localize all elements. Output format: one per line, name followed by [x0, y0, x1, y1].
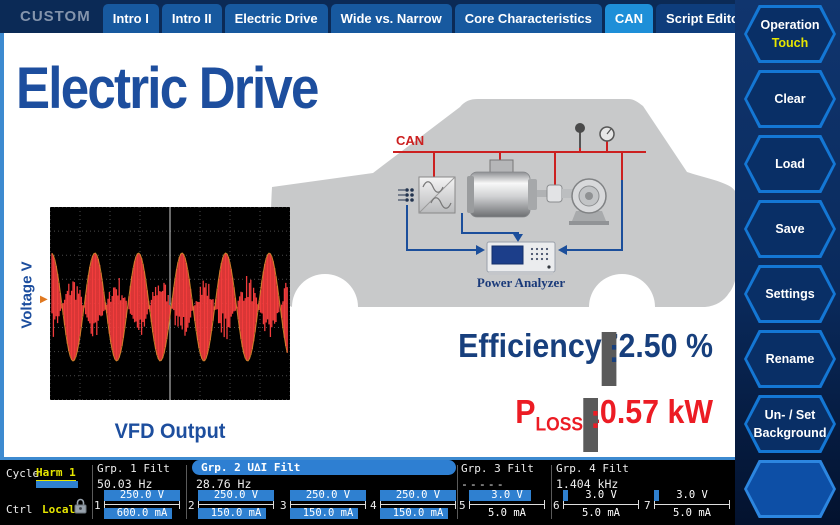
measurement-wires [406, 180, 623, 251]
main-content: Electric Drive CAN [0, 33, 735, 460]
blank-soft-key-button[interactable] [744, 460, 836, 518]
tab-can[interactable]: CAN [604, 4, 654, 33]
ctrl-mode-value[interactable]: Local [42, 503, 76, 516]
efficiency-readout: Efficiency:72.50 % [388, 327, 713, 386]
group-4-frequency: 1.404 kHz [556, 477, 619, 491]
load-button[interactable]: Load [744, 135, 836, 193]
can-bus-label: CAN [396, 133, 424, 148]
cycle-progress-bar [36, 481, 78, 488]
operation-touch-button[interactable]: Operation Touch [744, 5, 836, 63]
motor [467, 159, 537, 218]
divider [551, 465, 552, 519]
soft-key-sidebar: Operation Touch Clear Load Save Settings … [735, 0, 840, 525]
group-3-frequency: ----- [461, 477, 506, 491]
efficiency-value: 72.50 % [601, 327, 713, 364]
status-bar: Cycle Harm 1 Ctrl Local Grp. 1 Filt 50.0… [0, 460, 735, 525]
clear-button[interactable]: Clear [744, 70, 836, 128]
ploss-subscript: LOSS [535, 414, 584, 436]
group-3-header[interactable]: Grp. 3 Filt [461, 462, 534, 475]
cycle-mode-value[interactable]: Harm 1 [36, 466, 76, 481]
can-bus [393, 141, 646, 190]
ploss-value: 10.57 kW [583, 393, 713, 430]
power-analyzer-label: Power Analyzer [477, 275, 565, 290]
pwm-waveform [51, 253, 288, 361]
channel-6-range[interactable]: 6 3.0 V 5.0 mA [553, 489, 641, 521]
shaft-and-coupling [537, 184, 574, 203]
wire-arrowheads [476, 234, 567, 255]
ctrl-label: Ctrl [6, 503, 33, 516]
channel-2-range[interactable]: 2 250.0 V 150.0 mA [188, 489, 276, 521]
temperature-sensor-icon [575, 123, 585, 148]
lock-icon[interactable] [74, 498, 87, 514]
channel-3-range[interactable]: 3 250.0 V 150.0 mA [280, 489, 368, 521]
tab-bar: CUSTOM Intro I Intro II Electric Drive W… [0, 0, 755, 33]
tab-intro-1[interactable]: Intro I [102, 4, 159, 33]
load-machine [569, 178, 609, 225]
settings-button[interactable]: Settings [744, 265, 836, 323]
group-2-frequency: 28.76 Hz [196, 477, 252, 491]
channel-7-range[interactable]: 7 3.0 V 5.0 mA [644, 489, 732, 521]
scope-y-axis-label: Voltage V [18, 261, 36, 329]
efficiency-label: Efficiency [458, 327, 602, 364]
mode-label: CUSTOM [20, 8, 91, 25]
power-loss-readout: PLOSS:10.57 kW [388, 393, 713, 452]
inverter-box [398, 176, 456, 214]
ploss-label: P [515, 393, 536, 430]
page-title: Electric Drive [16, 56, 319, 121]
group-4-header[interactable]: Grp. 4 Filt [556, 462, 629, 475]
waveform-display [50, 207, 290, 400]
scope-caption: VFD Output [114, 420, 226, 443]
sine-envelope [51, 252, 288, 362]
divider [457, 465, 458, 519]
trigger-marker-icon: ▶ [40, 294, 48, 305]
tab-wide-vs-narrow[interactable]: Wide vs. Narrow [330, 4, 452, 33]
divider [186, 465, 187, 519]
tab-electric-drive[interactable]: Electric Drive [224, 4, 328, 33]
set-background-button[interactable]: Un- / Set Background [744, 395, 836, 453]
channel-1-range[interactable]: 1 250.0 V 600.0 mA [94, 489, 182, 521]
tab-core-characteristics[interactable]: Core Characteristics [454, 4, 602, 33]
save-button[interactable]: Save [744, 200, 836, 258]
group-1-header[interactable]: Grp. 1 Filt [97, 462, 170, 475]
cycle-label: Cycle [6, 467, 40, 480]
channel-4-range[interactable]: 4 250.0 V 150.0 mA [370, 489, 458, 521]
group-1-frequency: 50.03 Hz [97, 477, 153, 491]
channel-5-range[interactable]: 5 3.0 V 5.0 mA [459, 489, 547, 521]
divider [92, 465, 93, 519]
power-analyzer [486, 241, 556, 275]
rename-button[interactable]: Rename [744, 330, 836, 388]
gauge-icon [599, 126, 615, 142]
tab-intro-2[interactable]: Intro II [161, 4, 222, 33]
drivetrain-diagram: CAN [270, 99, 735, 307]
group-2-header[interactable]: Grp. 2 U∆I Filt [192, 460, 456, 475]
